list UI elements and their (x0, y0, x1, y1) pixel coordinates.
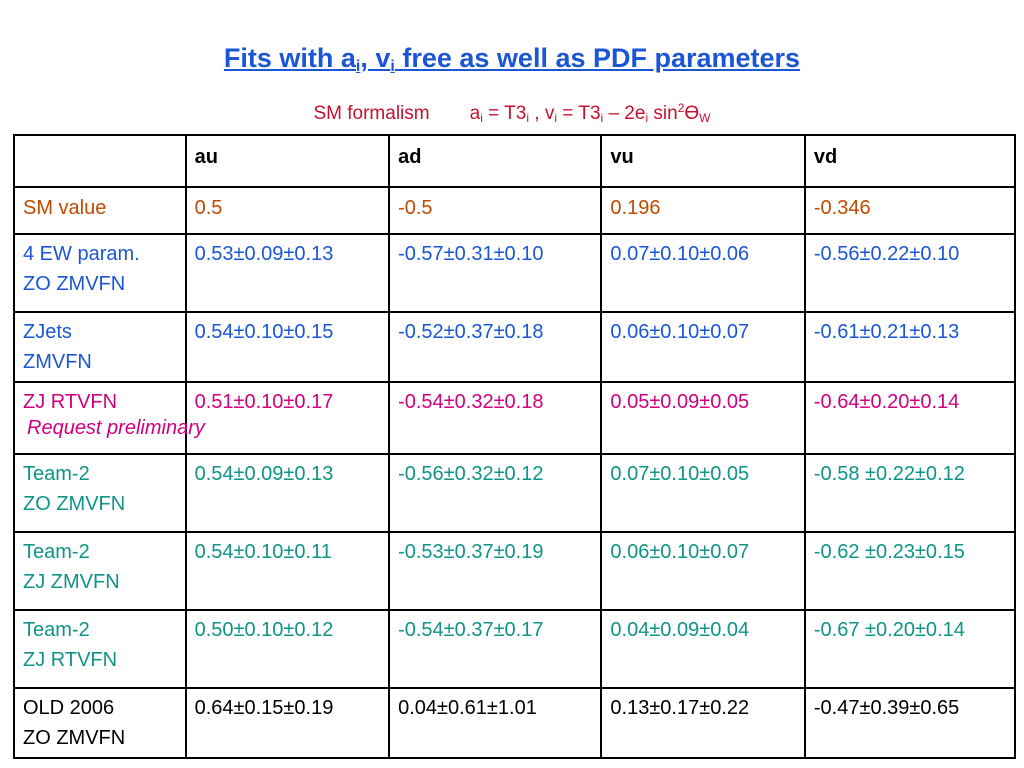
subtitle-formula: SM formalism ai = T3i , vi = T3i – 2ei si… (313, 101, 711, 125)
cell-ad: -0.53±0.37±0.19 (388, 531, 603, 611)
header-vu: vu (600, 134, 806, 188)
cell-ad: 0.04±0.61±1.01 (388, 687, 603, 759)
cell-vu: 0.05±0.09±0.05 (600, 381, 806, 455)
table-row: 4 EW param. ZO ZMVFN 0.53±0.09±0.13 -0.57… (13, 233, 1017, 313)
header-ad: ad (388, 134, 603, 188)
header-au: au (184, 134, 391, 188)
table-row: ZJ RTVFN Request preliminary 0.51±0.10±0.… (13, 381, 1017, 455)
cell-au: 0.51±0.10±0.17 (184, 381, 391, 455)
cell-au: 0.50±0.10±0.12 (184, 609, 391, 689)
cell-vd: -0.47±0.39±0.65 (803, 687, 1017, 759)
cell-vd: -0.62 ±0.23±0.15 (803, 531, 1017, 611)
row-label: SM value (13, 186, 187, 235)
cell-au: 0.64±0.15±0.19 (184, 687, 391, 759)
cell-vu: 0.196 (600, 186, 806, 235)
row-label: ZJ RTVFN Request preliminary (13, 381, 205, 455)
table-row: OLD 2006 ZO ZMVFN 0.64±0.15±0.19 0.04±0.6… (13, 687, 1017, 759)
request-preliminary-note: Request preliminary (27, 417, 205, 439)
cell-vd: -0.346 (803, 186, 1017, 235)
row-label: Team-2 ZJ RTVFN (13, 609, 187, 689)
cell-au: 0.5 (184, 186, 391, 235)
header-vd: vd (803, 134, 1017, 188)
cell-vd: -0.58 ±0.22±0.12 (803, 453, 1017, 533)
cell-vu: 0.07±0.10±0.05 (600, 453, 806, 533)
cell-ad: -0.52±0.37±0.18 (388, 311, 603, 383)
header-label (13, 134, 187, 188)
cell-au: 0.54±0.10±0.11 (184, 531, 391, 611)
row-label: Team-2 ZJ ZMVFN (13, 531, 187, 611)
row-label: OLD 2006 ZO ZMVFN (13, 687, 187, 759)
cell-vu: 0.06±0.10±0.07 (600, 531, 806, 611)
table-header-row: au ad vu vd (13, 134, 1017, 188)
table-row: Team-2 ZO ZMVFN 0.54±0.09±0.13 -0.56±0.32… (13, 453, 1017, 533)
subtitle-label: SM formalism (313, 103, 430, 124)
cell-vd: -0.56±0.22±0.10 (803, 233, 1017, 313)
cell-au: 0.54±0.10±0.15 (184, 311, 391, 383)
cell-ad: -0.5 (388, 186, 603, 235)
row-label: ZJets ZMVFN (13, 311, 187, 383)
row-label: 4 EW param. ZO ZMVFN (13, 233, 187, 313)
cell-ad: -0.54±0.37±0.17 (388, 609, 603, 689)
cell-vd: -0.67 ±0.20±0.14 (803, 609, 1017, 689)
cell-ad: -0.54±0.32±0.18 (388, 381, 603, 455)
page-title: Fits with ai, vi free as well as PDF par… (223, 43, 801, 75)
cell-ad: -0.56±0.32±0.12 (388, 453, 603, 533)
row-label: Team-2 ZO ZMVFN (13, 453, 187, 533)
fit-results-table: au ad vu vd SM value 0.5 -0.5 0.196 -0.3… (13, 134, 1017, 759)
cell-vu: 0.04±0.09±0.04 (600, 609, 806, 689)
cell-vu: 0.06±0.10±0.07 (600, 311, 806, 383)
table-row: SM value 0.5 -0.5 0.196 -0.346 (13, 186, 1017, 235)
cell-ad: -0.57±0.31±0.10 (388, 233, 603, 313)
table-row: ZJets ZMVFN 0.54±0.10±0.15 -0.52±0.37±0.1… (13, 311, 1017, 383)
table-row: Team-2 ZJ ZMVFN 0.54±0.10±0.11 -0.53±0.37… (13, 531, 1017, 611)
cell-vd: -0.64±0.20±0.14 (803, 381, 1017, 455)
cell-vu: 0.07±0.10±0.06 (600, 233, 806, 313)
cell-vu: 0.13±0.17±0.22 (600, 687, 806, 759)
table-row: Team-2 ZJ RTVFN 0.50±0.10±0.12 -0.54±0.37… (13, 609, 1017, 689)
cell-au: 0.54±0.09±0.13 (184, 453, 391, 533)
cell-au: 0.53±0.09±0.13 (184, 233, 391, 313)
cell-vd: -0.61±0.21±0.13 (803, 311, 1017, 383)
